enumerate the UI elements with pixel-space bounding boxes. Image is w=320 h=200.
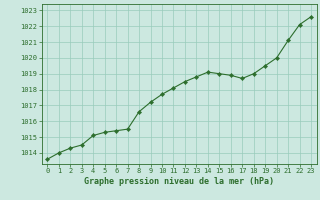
X-axis label: Graphe pression niveau de la mer (hPa): Graphe pression niveau de la mer (hPa) bbox=[84, 177, 274, 186]
